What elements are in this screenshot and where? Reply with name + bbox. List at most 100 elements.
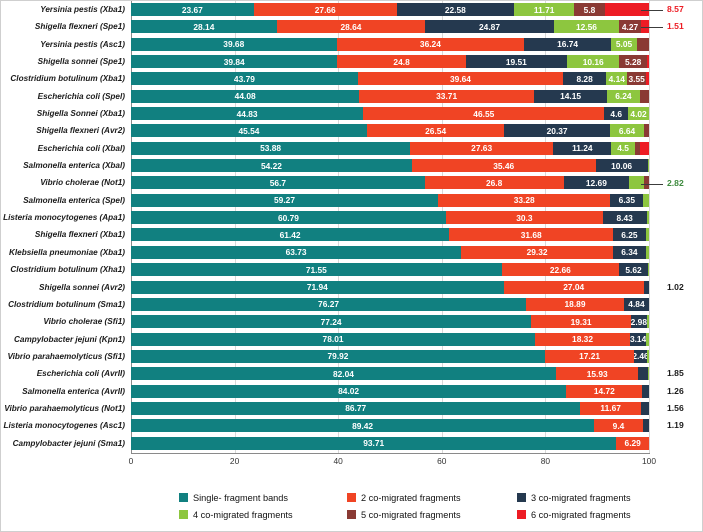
stacked-bar[interactable]: 63.73 29.32 6.34 bbox=[131, 245, 649, 259]
bar-segment[interactable]: 4.5 bbox=[611, 141, 635, 155]
bar-segment[interactable]: 54.22 bbox=[131, 159, 412, 173]
stacked-bar[interactable]: 60.79 30.3 8.43 bbox=[131, 211, 649, 225]
bar-segment[interactable]: 44.83 bbox=[131, 107, 364, 121]
bar-segment[interactable]: 76.27 bbox=[131, 297, 527, 311]
bar-segment[interactable] bbox=[646, 315, 649, 329]
stacked-bar[interactable]: 89.42 9.4 bbox=[131, 419, 649, 433]
bar-segment[interactable]: 26.54 bbox=[366, 124, 505, 138]
bar-segment[interactable]: 15.93 bbox=[555, 367, 639, 381]
bar-segment[interactable]: 10.06 bbox=[595, 159, 648, 173]
bar-segment[interactable]: 6.25 bbox=[613, 228, 646, 242]
bar-segment[interactable]: 14.15 bbox=[533, 89, 608, 103]
legend-item[interactable]: 5 co-migrated fragments bbox=[347, 510, 517, 520]
bar-segment[interactable]: 5.28 bbox=[619, 55, 647, 69]
bar-segment[interactable] bbox=[646, 332, 649, 346]
bar-segment[interactable] bbox=[634, 141, 641, 155]
bar-segment[interactable]: 5.62 bbox=[619, 263, 649, 277]
bar-segment[interactable]: 26.8 bbox=[424, 176, 564, 190]
bar-segment[interactable]: 31.68 bbox=[449, 228, 614, 242]
bar-segment[interactable]: 6.64 bbox=[609, 124, 645, 138]
bar-segment[interactable]: 6.35 bbox=[610, 193, 644, 207]
bar-segment[interactable] bbox=[604, 3, 649, 16]
bar-segment[interactable]: 11.71 bbox=[513, 3, 575, 16]
stacked-bar[interactable]: 44.08 33.71 14.15 6.24 bbox=[131, 89, 649, 103]
bar-segment[interactable]: 22.58 bbox=[396, 3, 514, 16]
bar-segment[interactable]: 19.51 bbox=[465, 55, 567, 69]
bar-segment[interactable]: 27.66 bbox=[253, 3, 397, 16]
bar-segment[interactable]: 59.27 bbox=[131, 193, 439, 207]
stacked-bar[interactable]: 45.54 26.54 20.37 6.64 bbox=[131, 124, 649, 138]
bar-segment[interactable] bbox=[645, 245, 649, 259]
legend-item[interactable]: 3 co-migrated fragments bbox=[517, 493, 687, 503]
legend-item[interactable]: 2 co-migrated fragments bbox=[347, 493, 517, 503]
bar-segment[interactable]: 33.28 bbox=[438, 193, 611, 207]
bar-segment[interactable] bbox=[646, 211, 649, 225]
bar-segment[interactable]: 5.8 bbox=[574, 3, 605, 16]
bar-segment[interactable]: 36.24 bbox=[336, 37, 525, 51]
bar-segment[interactable]: 24.87 bbox=[425, 20, 554, 34]
stacked-bar[interactable]: 71.55 22.66 5.62 bbox=[131, 263, 649, 277]
stacked-bar[interactable]: 53.88 27.63 11.24 4.5 bbox=[131, 141, 649, 155]
stacked-bar[interactable]: 43.79 39.64 8.28 4.14 3.55 bbox=[131, 72, 649, 86]
stacked-bar[interactable]: 78.01 18.32 3.14 bbox=[131, 332, 649, 346]
bar-segment[interactable]: 46.55 bbox=[363, 107, 605, 121]
bar-segment[interactable] bbox=[629, 176, 644, 190]
bar-segment[interactable] bbox=[639, 89, 649, 103]
bar-segment[interactable] bbox=[642, 419, 649, 433]
bar-segment[interactable]: 2.98 bbox=[631, 315, 647, 329]
bar-segment[interactable]: 4.02 bbox=[628, 107, 649, 121]
bar-segment[interactable]: 93.71 bbox=[131, 436, 617, 450]
legend-item[interactable]: 4 co-migrated fragments bbox=[179, 510, 347, 520]
bar-segment[interactable]: 6.24 bbox=[607, 89, 640, 103]
bar-segment[interactable]: 45.54 bbox=[131, 124, 367, 138]
bar-segment[interactable]: 30.3 bbox=[445, 211, 603, 225]
bar-segment[interactable]: 71.94 bbox=[131, 280, 504, 294]
bar-segment[interactable]: 71.55 bbox=[131, 263, 502, 277]
bar-segment[interactable]: 27.63 bbox=[410, 141, 554, 155]
bar-segment[interactable]: 16.74 bbox=[524, 37, 611, 51]
bar-segment[interactable] bbox=[644, 124, 649, 138]
bar-segment[interactable] bbox=[643, 280, 649, 294]
bar-segment[interactable]: 3.14 bbox=[629, 332, 647, 346]
bar-segment[interactable]: 3.55 bbox=[627, 72, 646, 86]
bar-segment[interactable]: 2.46 bbox=[634, 349, 647, 363]
stacked-bar[interactable]: 84.02 14.72 bbox=[131, 384, 649, 398]
stacked-bar[interactable]: 61.42 31.68 6.25 bbox=[131, 228, 649, 242]
bar-segment[interactable]: 89.42 bbox=[131, 419, 595, 433]
bar-segment[interactable]: 4.6 bbox=[604, 107, 629, 121]
bar-segment[interactable]: 18.32 bbox=[535, 332, 630, 346]
bar-segment[interactable]: 11.24 bbox=[553, 141, 612, 155]
stacked-bar[interactable]: 39.68 36.24 16.74 5.05 bbox=[131, 37, 649, 51]
stacked-bar[interactable]: 54.22 35.46 10.06 bbox=[131, 159, 649, 173]
bar-segment[interactable]: 29.32 bbox=[461, 245, 613, 259]
bar-segment[interactable]: 6.34 bbox=[612, 245, 646, 259]
bar-segment[interactable]: 77.24 bbox=[131, 315, 532, 329]
bar-segment[interactable]: 12.69 bbox=[563, 176, 630, 190]
bar-segment[interactable]: 8.43 bbox=[602, 211, 647, 225]
bar-segment[interactable]: 12.56 bbox=[553, 20, 619, 34]
bar-segment[interactable]: 24.8 bbox=[337, 55, 466, 69]
bar-segment[interactable]: 5.05 bbox=[610, 37, 638, 51]
bar-segment[interactable]: 4.14 bbox=[606, 72, 628, 86]
bar-segment[interactable] bbox=[646, 55, 649, 69]
bar-segment[interactable]: 56.7 bbox=[131, 176, 425, 190]
bar-segment[interactable]: 35.46 bbox=[411, 159, 596, 173]
bar-segment[interactable]: 78.01 bbox=[131, 332, 536, 346]
bar-segment[interactable]: 53.88 bbox=[131, 141, 411, 155]
bar-segment[interactable]: 84.02 bbox=[131, 384, 567, 398]
bar-segment[interactable] bbox=[642, 384, 649, 398]
bar-segment[interactable]: 39.68 bbox=[131, 37, 337, 51]
stacked-bar[interactable]: 77.24 19.31 2.98 bbox=[131, 315, 649, 329]
bar-segment[interactable] bbox=[648, 263, 649, 277]
bar-segment[interactable] bbox=[645, 228, 649, 242]
bar-segment[interactable] bbox=[643, 193, 649, 207]
bar-segment[interactable] bbox=[641, 20, 649, 34]
bar-segment[interactable]: 63.73 bbox=[131, 245, 462, 259]
bar-segment[interactable]: 86.77 bbox=[131, 401, 581, 415]
bar-segment[interactable] bbox=[640, 401, 649, 415]
bar-segment[interactable]: 39.84 bbox=[131, 55, 338, 69]
stacked-bar[interactable]: 82.04 15.93 bbox=[131, 367, 649, 381]
bar-segment[interactable]: 8.28 bbox=[563, 72, 607, 86]
bar-segment[interactable]: 14.72 bbox=[566, 384, 643, 398]
bar-segment[interactable] bbox=[648, 367, 649, 381]
